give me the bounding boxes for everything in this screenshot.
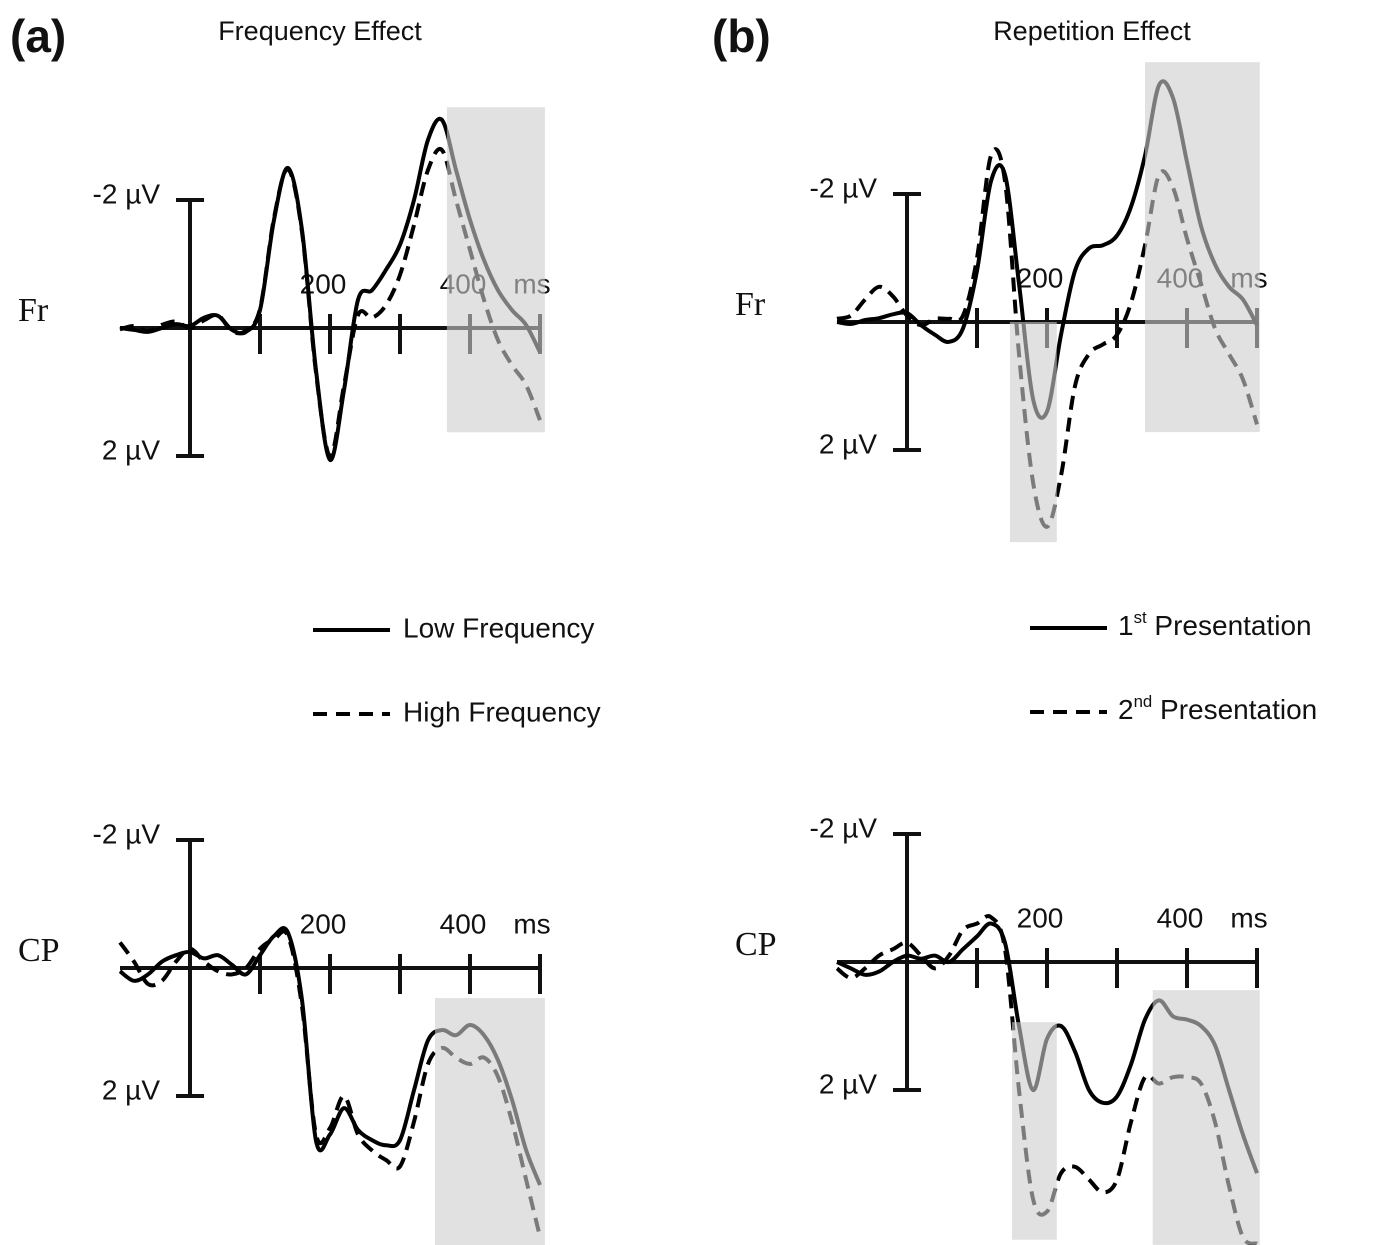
panel: CP 200 400 ms -2 µV 2 µV — [735, 812, 1268, 1245]
x-tick-label: 400 — [440, 908, 487, 939]
waveform — [119, 146, 542, 459]
electrode-label: Fr — [735, 286, 766, 323]
electrode-label: CP — [18, 932, 60, 969]
legend-label: 1st Presentation — [1118, 608, 1312, 641]
legend-label: High Frequency — [403, 696, 601, 727]
legend-label: 2nd Presentation — [1118, 692, 1317, 725]
y-tick-label: 2 µV — [819, 1068, 877, 1099]
time-window — [1152, 990, 1260, 1245]
x-axis-label: ms — [1230, 902, 1267, 933]
electrode-label: Fr — [18, 292, 49, 329]
panel-label: (a) — [10, 10, 66, 62]
y-tick-label: -2 µV — [93, 178, 161, 209]
panel: (a)Frequency EffectFr200400ms-2 µV2 µVLo… — [10, 10, 601, 727]
time-window — [435, 998, 545, 1245]
panel: CP 200 400 ms -2 µV 2 µV — [18, 818, 551, 1245]
time-window — [1145, 62, 1260, 433]
x-tick-label: 200 — [1017, 262, 1064, 293]
waveform — [836, 147, 1259, 529]
legend-label: Low Frequency — [403, 612, 594, 643]
y-tick-label: 2 µV — [819, 428, 877, 459]
y-tick-label: 2 µV — [102, 1074, 160, 1105]
panel-title: Frequency Effect — [218, 16, 422, 46]
x-tick-label: 200 — [1017, 902, 1064, 933]
time-window — [1012, 1022, 1057, 1240]
y-tick-label: -2 µV — [810, 812, 878, 843]
y-tick-label: -2 µV — [93, 818, 161, 849]
panel-label: (b) — [712, 10, 771, 62]
x-axis-label: ms — [513, 908, 550, 939]
x-tick-label: 400 — [1157, 902, 1204, 933]
electrode-label: CP — [735, 926, 777, 963]
y-tick-label: 2 µV — [102, 434, 160, 465]
time-window — [446, 107, 545, 433]
panel-title: Repetition Effect — [993, 16, 1191, 46]
time-window — [1009, 322, 1057, 543]
y-tick-label: -2 µV — [810, 172, 878, 203]
panel: (b)Repetition EffectFr200400ms-2 µV2 µV1… — [712, 10, 1317, 725]
x-tick-label: 200 — [300, 908, 347, 939]
